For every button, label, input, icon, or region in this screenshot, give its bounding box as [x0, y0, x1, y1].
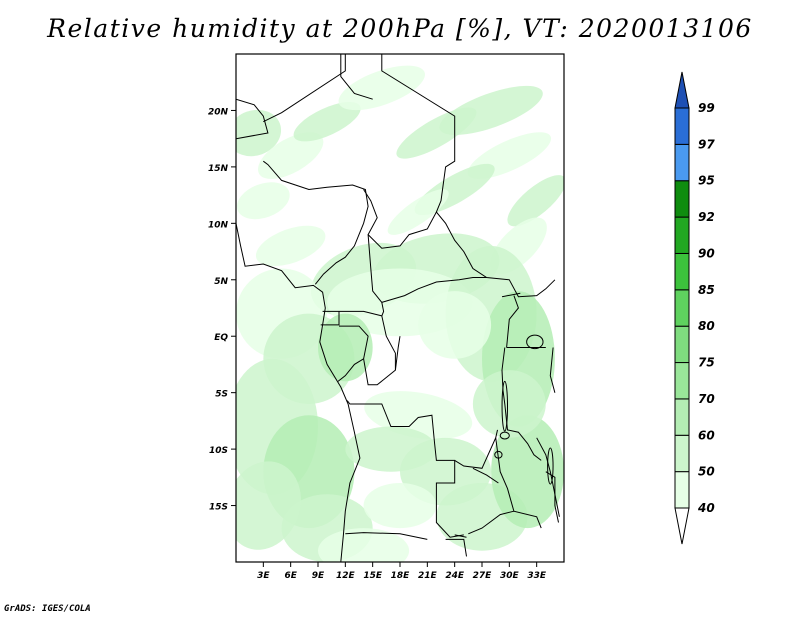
colorbar-segment	[674, 216, 690, 254]
lon-tick-label: 24E	[445, 571, 465, 581]
lake-outline	[494, 450, 503, 459]
border-line	[501, 347, 542, 461]
colorbar-label: 75	[698, 356, 715, 370]
border-line	[454, 534, 467, 538]
lake-outline	[501, 380, 509, 432]
map-title: Relative humidity at 200hPa [%], VT: 202…	[47, 14, 753, 43]
lon-tick-label: 15E	[363, 571, 383, 581]
border-line	[501, 292, 521, 298]
lon-tick-label: 30E	[500, 571, 520, 581]
lon-tick-label: 3E	[257, 571, 270, 581]
humidity-patch	[507, 175, 564, 227]
colorbar-segment	[674, 252, 690, 291]
colorbar-label: 92	[698, 210, 715, 224]
border-line	[381, 277, 487, 303]
colorbar-label: 90	[698, 246, 715, 260]
border-line	[263, 54, 346, 123]
colorbar: 40 50 60 70 75 80 85 90 92 95 97 99	[674, 71, 715, 545]
humidity-patch	[318, 313, 373, 382]
border-line	[506, 295, 519, 348]
colorbar-upper-triangle	[674, 71, 690, 109]
humidity-patch	[255, 225, 326, 267]
border-line	[495, 437, 542, 529]
border-line	[236, 98, 269, 140]
lat-tick-label: EQ	[214, 333, 228, 343]
border-line	[322, 310, 396, 371]
humidity-patch	[237, 182, 290, 220]
humidity-patch	[439, 85, 543, 135]
lat-tick-label: 5N	[214, 277, 228, 287]
humidity-patch	[338, 65, 425, 111]
border-line	[454, 429, 498, 469]
lon-tick-label: 18E	[391, 571, 411, 581]
humidity-field	[236, 65, 564, 562]
colorbar-segment	[674, 398, 690, 436]
grads-credit: GrADS: IGES/COLA	[4, 604, 91, 614]
colorbar-segment	[674, 362, 690, 400]
colorbar-label: 80	[698, 319, 715, 333]
humidity-patch	[318, 528, 410, 562]
colorbar-segment	[674, 180, 690, 218]
colorbar-label: 97	[698, 137, 715, 151]
longitude-axis: 3E 6E 9E 12E 15E 18E 21E 24E 27E 30E 33E	[257, 562, 547, 581]
border-line	[367, 234, 385, 317]
humidity-patch	[418, 291, 492, 359]
lat-tick-label: 10S	[209, 446, 228, 456]
border-line	[263, 160, 369, 285]
border-line	[345, 532, 428, 540]
border-line	[445, 538, 467, 557]
lake-outline	[547, 447, 554, 485]
humidity-patch	[236, 109, 282, 157]
colorbar-label: 50	[698, 465, 715, 479]
lon-tick-label: 27E	[473, 571, 493, 581]
lon-tick-label: 21E	[418, 571, 438, 581]
colorbar-segment	[674, 471, 690, 509]
lake-outline	[526, 334, 544, 350]
humidity-patch	[472, 370, 546, 438]
lon-tick-label: 33E	[527, 571, 547, 581]
border-line	[381, 54, 456, 213]
lon-tick-label: 9E	[312, 571, 325, 581]
colorbar-label: 70	[698, 392, 715, 406]
colorbar-label: 95	[698, 174, 715, 188]
colorbar-segment	[674, 107, 690, 145]
colorbar-label: 60	[698, 428, 715, 442]
border-line	[346, 400, 464, 538]
humidity-patch	[387, 189, 449, 235]
latitude-axis: 20N 15N 10N 5N EQ 5S 10S 15S	[208, 107, 236, 513]
border-line	[363, 336, 401, 386]
lake-outline	[499, 431, 510, 440]
border-line	[340, 54, 373, 100]
lat-tick-label: 20N	[208, 107, 229, 117]
colorbar-lower-triangle	[674, 507, 690, 545]
colorbar-segment	[674, 434, 690, 473]
lat-tick-label: 5S	[215, 390, 228, 400]
colorbar-segment	[674, 289, 690, 327]
border-line	[472, 467, 499, 484]
lat-tick-label: 10N	[208, 220, 229, 230]
border-line	[320, 311, 340, 326]
humidity-patch	[491, 415, 564, 529]
lon-tick-label: 6E	[284, 571, 297, 581]
humidity-patch	[293, 102, 361, 142]
colorbar-label: 85	[698, 283, 715, 297]
humidity-patch	[363, 482, 437, 529]
lon-tick-label: 12E	[336, 571, 356, 581]
border-line	[549, 347, 556, 393]
colorbar-segment	[674, 325, 690, 364]
lat-tick-label: 15N	[208, 164, 229, 174]
lat-tick-label: 15S	[209, 503, 228, 513]
colorbar-label: 40	[697, 501, 715, 515]
border-line	[536, 437, 560, 517]
colorbar-segment	[674, 143, 690, 182]
border-line	[545, 471, 559, 523]
colorbar-label: 99	[698, 101, 715, 115]
border-line	[468, 510, 515, 535]
border-line	[236, 223, 361, 562]
country-borders	[236, 54, 560, 562]
humidity-patch	[257, 132, 324, 179]
